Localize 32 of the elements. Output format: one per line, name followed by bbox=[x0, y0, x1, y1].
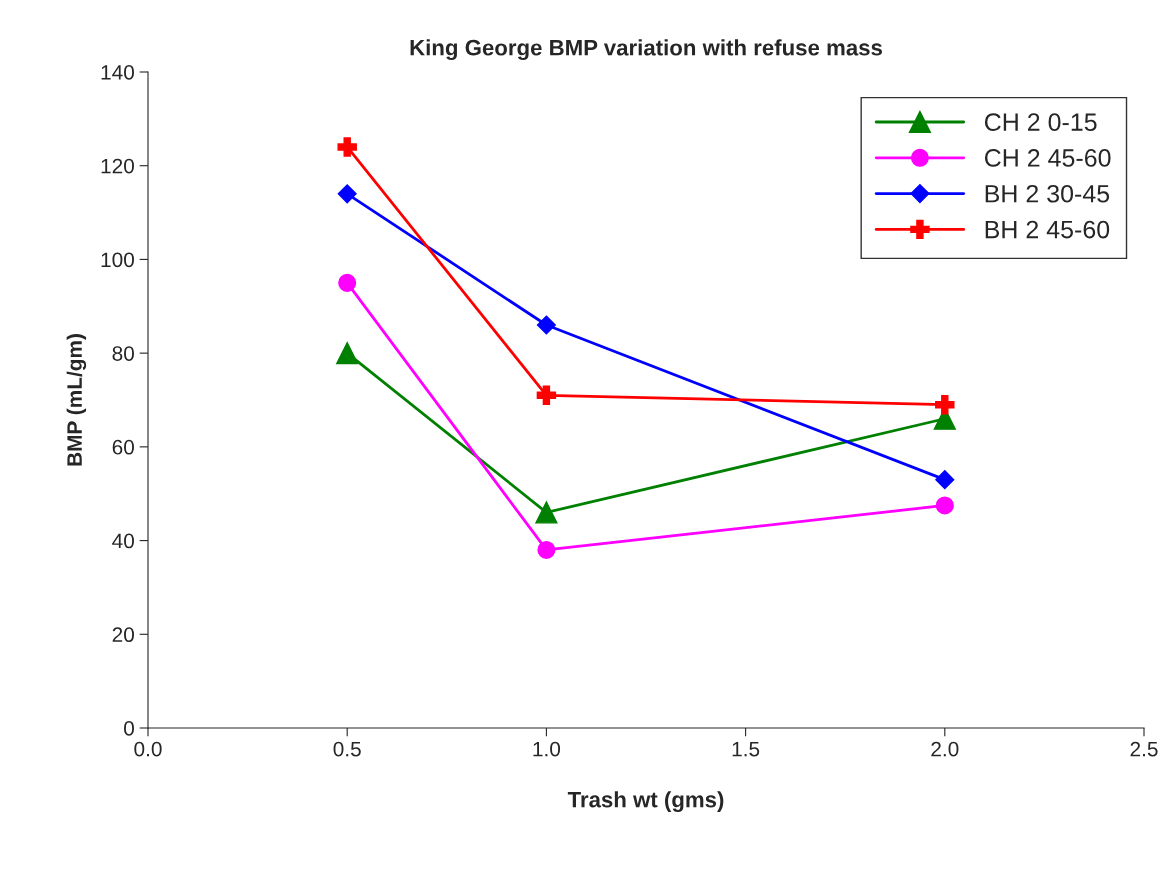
legend-label: CH 2 45-60 bbox=[984, 149, 1111, 167]
legend-label: BH 2 45-60 bbox=[985, 220, 1110, 239]
point bbox=[338, 273, 357, 292]
y-tick-label: 40 bbox=[112, 533, 134, 549]
x-axis-title: Trash wt (gms) bbox=[567, 791, 724, 812]
point bbox=[537, 540, 556, 559]
y-tick-label: 80 bbox=[112, 346, 134, 361]
y-tick-label: 120 bbox=[101, 158, 134, 174]
point bbox=[536, 385, 557, 406]
x-tick-label: 0.5 bbox=[333, 741, 361, 757]
point bbox=[536, 315, 556, 335]
x-tick-label: 2.0 bbox=[931, 741, 959, 757]
x-tick-label: 1.0 bbox=[533, 741, 561, 757]
legend-label: BH 2 30-45 bbox=[985, 184, 1110, 203]
point bbox=[337, 184, 357, 204]
y-axis-title: BMP (mL/gm) bbox=[66, 334, 87, 466]
y-tick-label: 60 bbox=[112, 439, 134, 455]
y-tick-label: 0 bbox=[124, 721, 134, 736]
y-tick-label: 100 bbox=[101, 252, 134, 268]
point bbox=[935, 496, 954, 515]
legend-label: CH 2 0-15 bbox=[984, 113, 1097, 131]
point bbox=[935, 394, 955, 415]
point bbox=[535, 501, 558, 524]
x-tick-label: 0.0 bbox=[134, 741, 162, 757]
x-tick-label: 2.5 bbox=[1130, 741, 1158, 757]
y-tick-label: 20 bbox=[112, 627, 134, 643]
y-tick-label: 140 bbox=[101, 65, 134, 80]
point bbox=[935, 470, 955, 490]
point bbox=[336, 342, 359, 365]
point bbox=[337, 137, 357, 157]
x-tick-label: 1.5 bbox=[732, 741, 760, 757]
chart-title: King George BMP variation with refuse mass bbox=[410, 39, 882, 61]
